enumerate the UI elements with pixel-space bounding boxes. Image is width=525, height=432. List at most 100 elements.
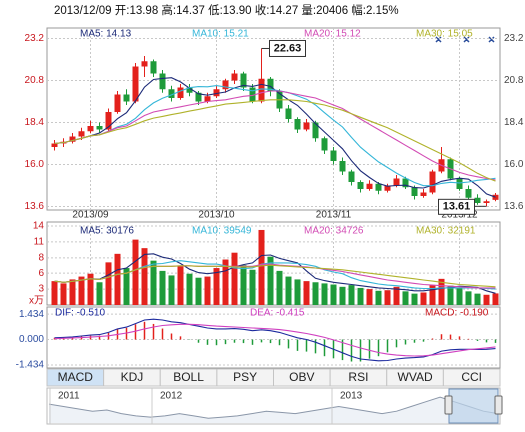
navigator-selection[interactable]	[448, 388, 499, 424]
candle-body	[294, 119, 301, 130]
price-panel	[46, 27, 501, 211]
volume-bar	[348, 285, 355, 305]
tab-label[interactable]: RSI	[348, 370, 368, 384]
volume-bar	[159, 270, 166, 305]
volume-bar	[330, 284, 337, 305]
candle-body	[285, 108, 292, 119]
tab[interactable]: RSI	[329, 368, 388, 387]
candle-body	[249, 87, 256, 102]
tab[interactable]: BOLL	[159, 368, 218, 387]
tab-label[interactable]: MACD	[58, 370, 94, 384]
candle-body	[402, 178, 409, 188]
macd-line	[54, 318, 496, 362]
volume-bar	[96, 282, 103, 305]
candle-body	[222, 80, 229, 90]
candle-body	[105, 112, 112, 130]
low-box	[438, 198, 475, 215]
y-tick-label-right: 20.8	[504, 75, 524, 86]
volume-bar	[60, 283, 67, 305]
low-label: 13.61	[443, 201, 471, 213]
legend-entry: MA5: 14.13	[80, 29, 132, 40]
volume-bar	[402, 291, 409, 305]
candle-body	[87, 126, 94, 132]
tab-label[interactable]: WVAD	[398, 370, 433, 384]
tab-label[interactable]: KDJ	[121, 370, 144, 384]
high-label: 22.63	[274, 42, 302, 54]
candle-body	[177, 87, 184, 98]
volume-bar	[213, 268, 220, 305]
volume-ma-line	[54, 253, 496, 294]
y-tick-label: 3	[38, 284, 44, 295]
volume-bar	[123, 268, 130, 305]
navigator-year: 2012	[160, 391, 183, 402]
x-tick-label: 2013/10	[198, 210, 235, 221]
tab-background[interactable]	[442, 368, 501, 387]
volume-bar	[150, 260, 157, 305]
volume-bar	[168, 275, 175, 305]
tab-label[interactable]: PSY	[233, 370, 257, 384]
candle-body	[231, 73, 238, 81]
tab-label[interactable]: CCI	[461, 370, 482, 384]
header-quote: 2013/12/09 开:13.98 高:14.37 低:13.90 收:14.…	[54, 3, 399, 17]
navigator-year: 2013	[340, 391, 363, 402]
volume-bar	[384, 290, 391, 305]
navigator-handle-left[interactable]	[444, 395, 453, 415]
candle-body	[474, 197, 481, 203]
candle-body	[213, 89, 220, 97]
candle-body	[51, 143, 58, 147]
volume-legend-entry: MA5: 30176	[80, 226, 134, 237]
y-tick-label: 0.000	[19, 334, 44, 345]
volume-bar	[240, 265, 247, 305]
candle-body	[339, 161, 346, 172]
volume-bar	[357, 287, 364, 305]
tab[interactable]: MACD	[46, 368, 105, 387]
volume-bar	[474, 293, 481, 305]
y-tick-label: -1.434	[16, 360, 45, 371]
tab[interactable]: PSY	[216, 368, 274, 387]
candle-body	[411, 187, 418, 196]
tab[interactable]: CCI	[442, 368, 501, 387]
navigator-year: 2011	[58, 391, 80, 402]
candle-body	[204, 96, 211, 102]
volume-bar	[465, 291, 472, 305]
y-tick-label: 13.6	[25, 201, 45, 212]
x-tick-label: 2013/11	[316, 210, 352, 221]
y-tick-label: 16.0	[25, 159, 45, 170]
volume-legend-entry: MA10: 39549	[192, 226, 252, 237]
candle-body	[375, 183, 382, 191]
candle-body	[78, 131, 85, 137]
high-box	[269, 39, 306, 57]
candle-body	[429, 171, 436, 193]
volume-bar	[366, 289, 373, 305]
tab[interactable]: WVAD	[386, 368, 444, 387]
candle-body	[330, 150, 337, 161]
candle-body	[312, 122, 319, 139]
y-tick-label-right: 23.2	[504, 33, 524, 44]
volume-bar	[114, 253, 121, 305]
tab-label[interactable]: BOLL	[173, 370, 204, 384]
candle-body	[420, 192, 427, 196]
volume-bar	[141, 248, 148, 305]
y-tick-label-right: 13.6	[504, 201, 524, 212]
ma-line	[54, 85, 496, 187]
tab-label[interactable]: OBV	[289, 370, 314, 384]
volume-bar	[78, 276, 85, 305]
volume-bar	[375, 290, 382, 305]
volume-bar	[492, 293, 499, 305]
volume-bar	[438, 278, 445, 305]
volume-bar	[411, 293, 418, 305]
y-tick-label: 8	[38, 252, 44, 263]
candle-body	[159, 73, 166, 90]
volume-bar	[231, 252, 238, 305]
candle-body	[240, 73, 247, 88]
volume-bar	[294, 279, 301, 305]
volume-bar	[393, 286, 400, 305]
navigator-handle-right[interactable]	[494, 395, 503, 415]
candle-body	[69, 136, 76, 142]
volume-legend-entry: MA20: 34726	[304, 226, 364, 237]
tab[interactable]: OBV	[273, 368, 331, 387]
candle-body	[258, 78, 265, 102]
tab[interactable]: KDJ	[103, 368, 161, 387]
